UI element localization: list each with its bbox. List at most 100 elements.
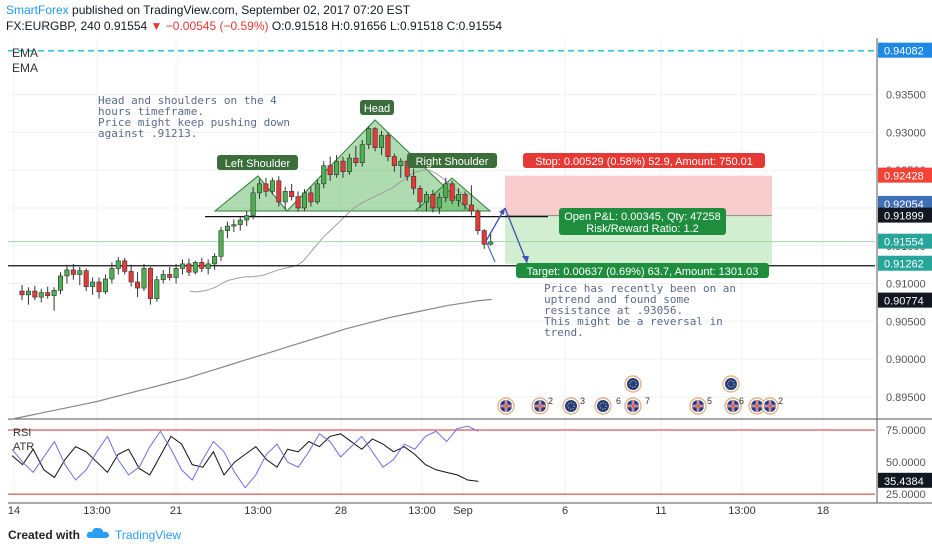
target-label: Target: 0.00637 (0.69%) 63.7, Amount: 13… <box>516 263 769 278</box>
x-tick-label: 14 <box>8 505 20 517</box>
uk-flag-icon <box>497 397 515 415</box>
open-pl-label-bg <box>559 208 726 235</box>
candle-body <box>308 192 314 203</box>
candle-body <box>224 225 230 231</box>
price-tag: 0.90774 <box>878 292 932 308</box>
candle-body <box>64 269 70 277</box>
event-count: 3 <box>580 396 585 406</box>
price-change: ▼ −0.00545 (−0.59%) <box>150 19 269 33</box>
candle-body <box>379 135 385 148</box>
candle-body <box>366 128 372 145</box>
event-count: 2 <box>548 396 553 406</box>
candle-body <box>353 157 359 163</box>
eu-flag-icon <box>594 397 612 415</box>
projection-arrows <box>485 207 529 264</box>
candle-body <box>167 274 173 278</box>
price-tag-text: 0.91899 <box>884 211 924 223</box>
candle-body <box>488 241 494 245</box>
stop-label: Stop: 0.00529 (0.58%) 52.9, Amount: 750.… <box>523 153 765 168</box>
published-text: published on TradingView.com, September … <box>68 3 411 17</box>
ema-fast-line <box>189 169 468 293</box>
left-shoulder-label-text: Left Shoulder <box>225 158 291 170</box>
event-count: 7 <box>645 396 650 406</box>
candle-body <box>90 281 96 287</box>
uk-flag-icon <box>748 397 766 415</box>
candle-body <box>430 194 436 209</box>
publisher-brand[interactable]: SmartForex <box>6 3 69 17</box>
candle-body <box>443 183 449 198</box>
candle-body <box>32 290 38 298</box>
price-tag-text: 0.94082 <box>884 46 924 58</box>
right-shoulder-label-text: Right Shoulder <box>416 156 489 168</box>
arrow-trace <box>485 240 496 263</box>
candle-body <box>160 274 166 281</box>
stop-label-bg <box>523 153 765 168</box>
candle-body <box>51 290 57 296</box>
x-tick-label: 13:00 <box>244 505 272 517</box>
y-tick-label: 0.91000 <box>886 279 926 291</box>
open-pl-label: Open P&L: 0.00345, Qty: 47258Risk/Reward… <box>559 208 726 235</box>
price-tag: 0.91554 <box>878 233 932 249</box>
candle-body <box>411 175 417 189</box>
candle-body <box>135 281 141 289</box>
uk-flag-icon <box>531 397 549 415</box>
candle-body <box>385 135 391 157</box>
annotation-labels: Head Left Shoulder Right Shoulder Stop: 0.0… <box>217 100 769 278</box>
candle-body <box>77 270 83 275</box>
price-tag: 0.92428 <box>878 167 932 183</box>
flag-stars <box>727 380 735 388</box>
candle-body <box>334 160 340 176</box>
ema-legend-2[interactable]: EMA <box>12 61 39 75</box>
candle-body <box>282 191 288 203</box>
left-shoulder-label: Left Shoulder <box>217 155 298 170</box>
price-tag-text: 0.91554 <box>884 237 924 249</box>
footer: Created with TradingView <box>0 520 932 550</box>
arrow-down-head <box>522 256 529 263</box>
eu-flag-icon <box>624 375 642 393</box>
right-shoulder-label-bg <box>407 153 497 168</box>
candle-body <box>141 268 147 289</box>
event-count: 6 <box>616 396 621 406</box>
x-tick-label: 6 <box>562 505 568 517</box>
stop-label-text: Stop: 0.00529 (0.58%) 52.9, Amount: 750.… <box>535 156 753 168</box>
price-tag-bg <box>878 42 932 58</box>
price-tag-text: 0.92428 <box>884 171 924 183</box>
candle-body <box>340 160 346 173</box>
price-tag-bg <box>878 195 932 211</box>
y-tick-label: 0.93500 <box>886 90 926 102</box>
candle-body <box>25 290 31 296</box>
note-head-shoulders: Head and shoulders on the 4 hours timefr… <box>98 94 291 140</box>
rsi-last-bg <box>878 472 932 488</box>
candle-body <box>244 215 250 221</box>
eu-flag-icon <box>562 397 580 415</box>
x-tick-label: 13:00 <box>83 505 111 517</box>
uk-flag-icon <box>689 397 707 415</box>
candle-body <box>218 230 224 257</box>
candle-body <box>289 191 295 197</box>
rsi-pane: RSI ATR <box>8 425 875 495</box>
price-tag-bg <box>878 255 932 271</box>
ema-legend-1[interactable]: EMA <box>12 46 39 60</box>
candle-body <box>321 165 327 185</box>
x-tick-label: 13:00 <box>408 505 436 517</box>
candle-body <box>237 219 243 225</box>
candle-body <box>314 183 320 203</box>
candle-body <box>199 262 205 269</box>
tradingview-link[interactable]: TradingView <box>115 528 182 542</box>
head-label-bg <box>360 100 394 115</box>
candle-body <box>212 256 218 265</box>
candle-body <box>301 192 307 209</box>
uk-flag-icon <box>624 397 642 415</box>
tradingview-logo-icon <box>86 527 109 538</box>
eu-flag-icon <box>722 375 740 393</box>
rsi-tick-label: 50.0000 <box>886 457 926 469</box>
flag-base <box>725 378 737 390</box>
rsi-last-label: 35.4384 <box>878 472 932 488</box>
flag-base <box>597 400 609 412</box>
x-tick-label: 11 <box>655 505 666 517</box>
candle-body <box>83 270 89 287</box>
candle-body <box>186 263 192 273</box>
x-tick-label: 28 <box>335 505 347 517</box>
y-tick-label: 0.90500 <box>886 316 926 328</box>
